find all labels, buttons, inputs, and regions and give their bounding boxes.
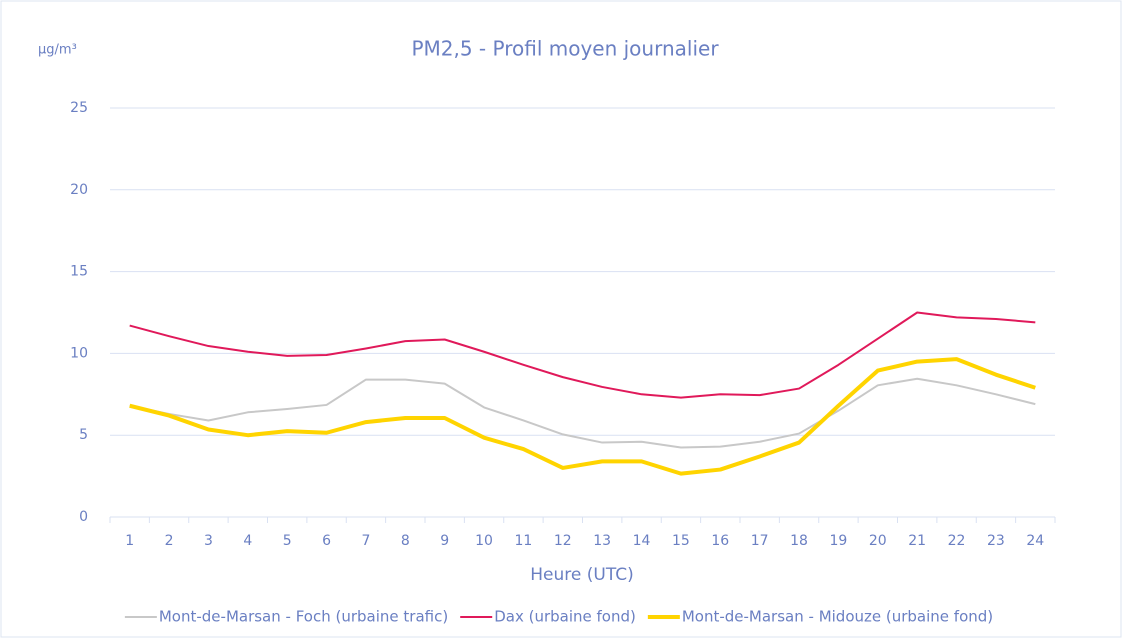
y-tick-label: 5 <box>79 427 88 443</box>
x-tick-label: 15 <box>672 533 690 549</box>
series-line <box>129 311 1036 399</box>
x-tick-label: 5 <box>283 533 292 549</box>
legend-label: Mont-de-Marsan - Foch (urbaine trafic) <box>159 608 448 626</box>
x-tick-label: 4 <box>243 533 252 549</box>
series-line <box>129 357 1036 476</box>
series-line <box>129 377 1036 449</box>
chart-title: PM2,5 - Profil moyen journalier <box>411 37 719 61</box>
y-unit: µg/m³ <box>38 43 77 58</box>
x-tick-label: 20 <box>869 533 887 549</box>
x-tick-label: 3 <box>204 533 213 549</box>
x-tick-label: 23 <box>987 533 1005 549</box>
x-tick-label: 16 <box>711 533 729 549</box>
y-tick-label: 20 <box>70 182 88 198</box>
y-tick-label: 15 <box>70 264 88 280</box>
x-tick-label: 6 <box>322 533 331 549</box>
x-tick-label: 22 <box>948 533 966 549</box>
x-tick-label: 19 <box>830 533 848 549</box>
x-tick-label: 2 <box>165 533 174 549</box>
x-tick-label: 18 <box>790 533 808 549</box>
x-tick-label: 14 <box>633 533 651 549</box>
x-tick-label: 10 <box>475 533 493 549</box>
x-tick-label: 24 <box>1026 533 1044 549</box>
y-tick-label: 10 <box>70 345 88 361</box>
x-tick-label: 8 <box>401 533 410 549</box>
x-tick-label: 11 <box>515 533 533 549</box>
x-tick-label: 1 <box>125 533 134 549</box>
x-tick-label: 7 <box>361 533 370 549</box>
legend-label: Mont-de-Marsan - Midouze (urbaine fond) <box>682 608 993 626</box>
x-tick-label: 13 <box>593 533 611 549</box>
y-tick-label: 25 <box>70 100 88 116</box>
x-tick-label: 9 <box>440 533 449 549</box>
x-tick-label: 17 <box>751 533 769 549</box>
x-axis-title: Heure (UTC) <box>530 565 633 585</box>
legend-label: Dax (urbaine fond) <box>494 608 636 626</box>
x-tick-label: 21 <box>908 533 926 549</box>
y-tick-label: 0 <box>79 509 88 525</box>
x-tick-label: 12 <box>554 533 572 549</box>
